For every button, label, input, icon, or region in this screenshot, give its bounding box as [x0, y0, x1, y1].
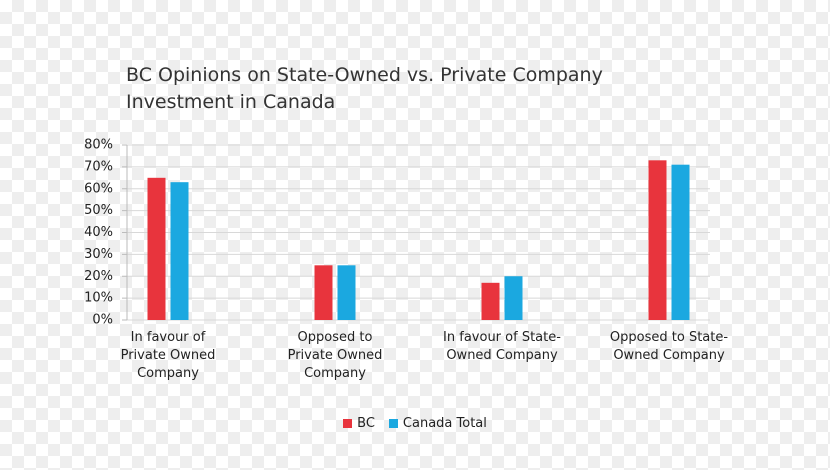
y-tick-label: 60%: [84, 181, 113, 196]
bar: [504, 276, 523, 320]
bar: [481, 282, 500, 320]
x-tick-label: In favour of State-Owned Company: [443, 330, 561, 363]
legend-item: Canada Total: [388, 416, 487, 431]
y-tick-label: 50%: [84, 203, 113, 218]
legend: BC Canada Total: [0, 416, 830, 431]
legend-swatch: [388, 419, 398, 428]
bar: [314, 265, 333, 320]
bar: [671, 164, 690, 320]
bar: [147, 177, 166, 320]
x-tick-label: In favour of Private Owned Company: [120, 330, 216, 381]
y-tick-label: 40%: [84, 225, 113, 240]
bar: [170, 182, 189, 320]
bar: [648, 160, 667, 320]
legend-item: BC: [343, 416, 375, 431]
chart-title: BC Opinions on State-Owned vs. Private C…: [126, 64, 603, 113]
legend-label: Canada Total: [402, 416, 487, 431]
x-tick-label: Opposed to State-Owned Company: [609, 330, 729, 363]
legend-label: BC: [357, 416, 375, 431]
x-tick-label: Opposed to Private Owned Company: [287, 330, 383, 381]
legend-swatch: [343, 419, 353, 428]
y-tick-label: 10%: [84, 291, 113, 306]
y-tick-label: 80%: [84, 138, 113, 153]
y-tick-label: 70%: [84, 159, 113, 174]
bar: [337, 265, 356, 320]
y-tick-label: 20%: [84, 269, 113, 284]
y-tick-label: 30%: [84, 247, 113, 262]
y-tick-label: 0%: [92, 313, 113, 328]
